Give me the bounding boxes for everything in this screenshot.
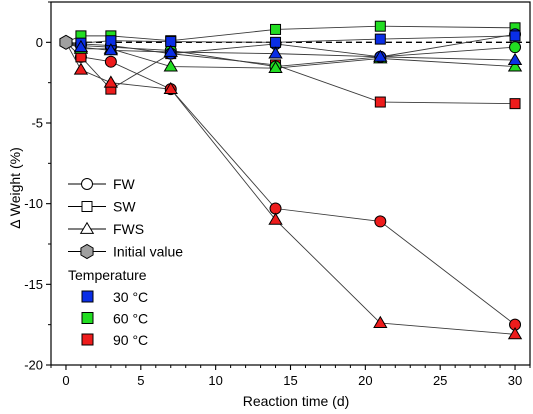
data-point-fws-30-c: [73, 39, 89, 53]
data-point-fws-90-c: [73, 62, 89, 75]
data-point-fws-30-c: [268, 46, 283, 59]
series-line-sw-90-c: [65, 42, 516, 105]
initial-value-marker: [59, 34, 73, 50]
y-tick-label: -20: [24, 358, 43, 373]
x-tick-label: 15: [283, 373, 297, 388]
data-point-fws-90-c: [373, 315, 388, 328]
data-point-fws-30-c: [373, 49, 388, 62]
data-point-sw-60-c: [270, 23, 282, 35]
data-point-fws-30-c: [103, 43, 119, 56]
series-line-sw-60-c: [65, 25, 516, 43]
data-point-fw-90-c: [374, 215, 387, 228]
legend-label-30-c: 30 °C: [113, 289, 148, 305]
legend-label-sw: SW: [113, 199, 136, 215]
y-tick-label: -10: [24, 196, 43, 211]
x-tick-label: 5: [137, 373, 144, 388]
y-axis-title: Δ Weight (%): [7, 147, 23, 228]
legend-swatch-90-c: [81, 333, 94, 346]
data-point-fw-90-c: [104, 55, 117, 68]
legend-circle-icon: [81, 178, 93, 190]
legend-swatch-30-c: [81, 290, 94, 303]
data-point-sw-30-c: [270, 36, 282, 48]
data-point-fw-60-c: [509, 41, 522, 54]
x-axis-title: Reaction time (d): [243, 393, 350, 409]
data-point-sw-90-c: [509, 98, 521, 110]
data-point-sw-30-c: [374, 33, 386, 45]
data-point-fws-30-c: [163, 44, 178, 57]
data-point-fws-90-c: [507, 327, 523, 340]
data-point-fws-90-c: [268, 212, 283, 225]
data-point-fws-60-c: [507, 59, 523, 72]
y-tick-label: 0: [36, 35, 43, 50]
legend-hexagon-icon: [80, 243, 94, 260]
x-tick-label: 10: [208, 373, 222, 388]
legend-triangle-icon: [79, 221, 95, 234]
data-point-sw-60-c: [374, 20, 386, 32]
x-tick-label: 25: [433, 373, 447, 388]
legend-label-60-c: 60 °C: [113, 311, 148, 327]
x-tick-label: 30: [508, 373, 522, 388]
x-tick-label: 20: [358, 373, 372, 388]
data-point-fws-60-c: [268, 60, 283, 74]
data-point-sw-30-c: [509, 30, 521, 42]
axes-layer: 0 5 10 15 20 25 30 0 -5 -10 -15 -20: [24, 1, 531, 388]
data-point-sw-90-c: [374, 96, 386, 108]
legend-label-90-c: 90 °C: [113, 332, 148, 348]
series-markers-layer: [59, 20, 523, 340]
data-point-fws-90-c: [103, 75, 119, 88]
legend-square-icon: [81, 201, 93, 212]
series-line-fws-30-c: [65, 41, 516, 61]
data-point-fw-90-c: [269, 202, 282, 215]
legend: FW SW FWS Initial value Temperature 30 °C 60 °…: [68, 176, 183, 348]
data-point-fws-60-c: [163, 59, 178, 72]
x-tick-label: 0: [62, 373, 69, 388]
y-tick-label: -5: [31, 116, 43, 131]
legend-label-initial-value: Initial value: [113, 244, 183, 260]
data-point-fws-90-c: [163, 81, 178, 95]
legend-label-fw: FW: [113, 176, 136, 192]
legend-temperature-title: Temperature: [68, 267, 147, 283]
legend-label-fws: FWS: [113, 221, 144, 237]
legend-swatch-60-c: [81, 312, 94, 324]
y-tick-label: -15: [24, 277, 43, 292]
data-point-fws-30-c: [507, 52, 523, 65]
